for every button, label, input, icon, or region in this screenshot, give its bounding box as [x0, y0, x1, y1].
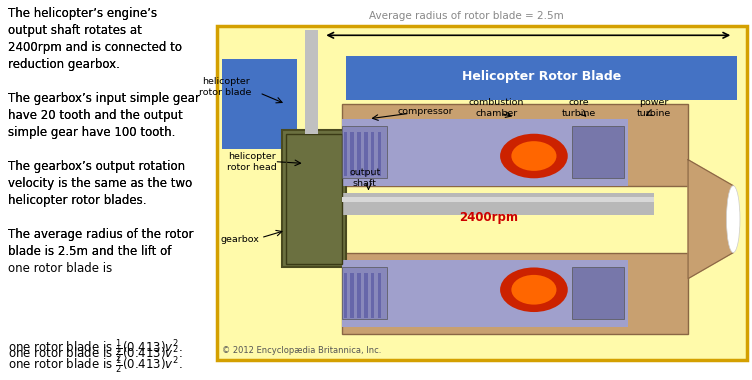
- FancyBboxPatch shape: [364, 273, 368, 318]
- FancyBboxPatch shape: [342, 253, 688, 334]
- Polygon shape: [688, 160, 733, 279]
- FancyBboxPatch shape: [357, 132, 361, 176]
- FancyBboxPatch shape: [572, 268, 624, 320]
- Ellipse shape: [726, 186, 740, 253]
- Text: one rotor blade is $\frac{1}{2}(0.413)v^2$.: one rotor blade is $\frac{1}{2}(0.413)v^…: [8, 355, 182, 377]
- FancyBboxPatch shape: [342, 268, 387, 320]
- Ellipse shape: [511, 275, 556, 305]
- FancyBboxPatch shape: [357, 273, 361, 318]
- FancyBboxPatch shape: [342, 119, 628, 186]
- FancyBboxPatch shape: [350, 132, 354, 176]
- FancyBboxPatch shape: [342, 104, 688, 186]
- Ellipse shape: [511, 141, 556, 171]
- Text: The helicopter’s engine’s
output shaft rotates at
2400rpm and is connected to
re: The helicopter’s engine’s output shaft r…: [8, 8, 199, 276]
- Text: output
shaft: output shaft: [349, 168, 381, 188]
- FancyBboxPatch shape: [342, 197, 654, 203]
- FancyBboxPatch shape: [378, 132, 381, 176]
- FancyBboxPatch shape: [342, 260, 628, 327]
- FancyBboxPatch shape: [344, 132, 347, 176]
- Text: Helicopter Rotor Blade: Helicopter Rotor Blade: [462, 70, 621, 83]
- Text: 2400rpm: 2400rpm: [459, 211, 517, 224]
- Text: one rotor blade is $\frac{1}{2}(0.413)v^2$.: one rotor blade is $\frac{1}{2}(0.413)v^…: [8, 337, 182, 359]
- Text: compressor: compressor: [397, 107, 453, 116]
- Text: helicopter
rotor blade: helicopter rotor blade: [199, 77, 252, 97]
- FancyBboxPatch shape: [342, 126, 387, 178]
- Text: The helicopter’s engine’s
output shaft rotates at
2400rpm and is connected to
re: The helicopter’s engine’s output shaft r…: [8, 8, 199, 258]
- FancyBboxPatch shape: [305, 30, 318, 134]
- FancyBboxPatch shape: [350, 273, 354, 318]
- FancyBboxPatch shape: [222, 59, 297, 149]
- FancyBboxPatch shape: [371, 132, 374, 176]
- Text: © 2012 Encyclopædia Britannica, Inc.: © 2012 Encyclopædia Britannica, Inc.: [222, 346, 381, 355]
- FancyBboxPatch shape: [344, 273, 347, 318]
- Text: power
turbine: power turbine: [637, 98, 672, 118]
- Text: gearbox: gearbox: [220, 235, 259, 244]
- Ellipse shape: [500, 268, 568, 312]
- FancyBboxPatch shape: [342, 193, 654, 215]
- FancyBboxPatch shape: [572, 126, 624, 178]
- Text: Average radius of rotor blade = 2.5m: Average radius of rotor blade = 2.5m: [369, 11, 563, 21]
- Text: helicopter
rotor head: helicopter rotor head: [227, 152, 277, 172]
- FancyBboxPatch shape: [364, 132, 368, 176]
- Ellipse shape: [500, 134, 568, 178]
- FancyBboxPatch shape: [217, 26, 747, 360]
- Text: one rotor blade is $\frac{1}{2}(0.413)v^2$.: one rotor blade is $\frac{1}{2}(0.413)v^…: [8, 344, 182, 365]
- Text: core
turbine: core turbine: [562, 98, 596, 118]
- Text: combustion
chamber: combustion chamber: [468, 98, 524, 118]
- FancyBboxPatch shape: [371, 273, 374, 318]
- FancyBboxPatch shape: [346, 56, 737, 100]
- FancyBboxPatch shape: [282, 130, 346, 268]
- FancyBboxPatch shape: [378, 273, 381, 318]
